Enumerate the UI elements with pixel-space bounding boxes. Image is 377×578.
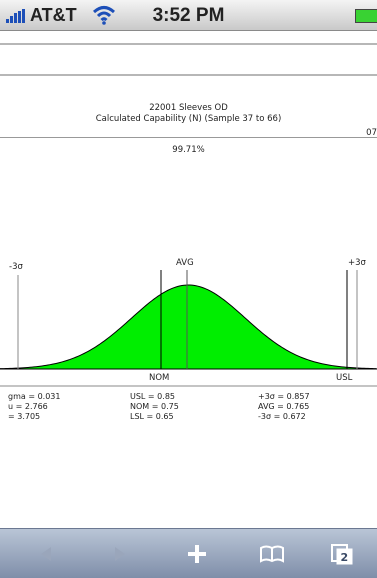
stat-plus-3-sigma: +3σ = 0.857: [258, 392, 310, 401]
stat-mu: u = 2.766: [8, 402, 48, 411]
bookmarks-button[interactable]: [242, 529, 302, 578]
add-icon: [188, 544, 206, 563]
pages-button[interactable]: 2: [312, 529, 372, 578]
pages-icon: 2: [331, 543, 353, 564]
stat-usl: USL = 0.85: [130, 392, 175, 401]
wifi-icon: [92, 6, 116, 25]
avg-label: AVG: [176, 258, 194, 268]
minus-3-sigma-label: -3σ: [9, 262, 23, 272]
status-bar: AT&T 3:52 PM: [0, 0, 377, 31]
stats-col-3: +3σ = 0.857 AVG = 0.765 -3σ = 0.672: [258, 392, 310, 422]
edge-label: 07: [366, 128, 377, 138]
divider: [0, 385, 377, 387]
usl-label: USL: [336, 373, 353, 383]
stat-sigma: gma = 0.031: [8, 392, 61, 401]
clock: 3:52 PM: [152, 5, 225, 26]
browser-toolbar: 2: [0, 528, 377, 578]
divider: [0, 137, 377, 138]
back-arrow-icon: [41, 546, 51, 561]
stat-avg: AVG = 0.765: [258, 402, 310, 411]
bookmarks-icon: [260, 545, 284, 563]
stat-lsl: LSL = 0.65: [130, 412, 174, 421]
report-title: 22001 Sleeves OD: [149, 103, 228, 113]
web-page: 22001 Sleeves OD Calculated Capability (…: [0, 31, 377, 528]
signal-strength-icon: [6, 9, 28, 23]
distribution-curve: [0, 284, 377, 370]
stats-col-2: USL = 0.85 NOM = 0.75 LSL = 0.65: [130, 392, 179, 422]
carrier-name: AT&T: [30, 5, 77, 25]
report-subtitle: Calculated Capability (N) (Sample 37 to …: [95, 114, 282, 124]
forward-arrow-icon: [115, 546, 125, 561]
add-bookmark-button[interactable]: [167, 529, 227, 578]
forward-button[interactable]: [90, 529, 150, 578]
capability-percent: 99.71%: [172, 145, 205, 155]
stat-nom: NOM = 0.75: [130, 402, 179, 411]
stats-col-1: gma = 0.031 u = 2.766 = 3.705: [8, 392, 60, 422]
divider: [0, 43, 377, 45]
pages-count: 2: [341, 551, 349, 564]
stat-minus-3-sigma: -3σ = 0.672: [258, 412, 306, 421]
capability-chart: -3σ AVG +3σ NOM USL: [0, 258, 377, 383]
plus-3-sigma-label: +3σ: [348, 258, 367, 268]
nom-label: NOM: [149, 373, 169, 383]
stat-extra: = 3.705: [8, 412, 41, 421]
back-button[interactable]: [16, 529, 76, 578]
battery-icon: [355, 9, 377, 23]
divider: [0, 74, 377, 76]
